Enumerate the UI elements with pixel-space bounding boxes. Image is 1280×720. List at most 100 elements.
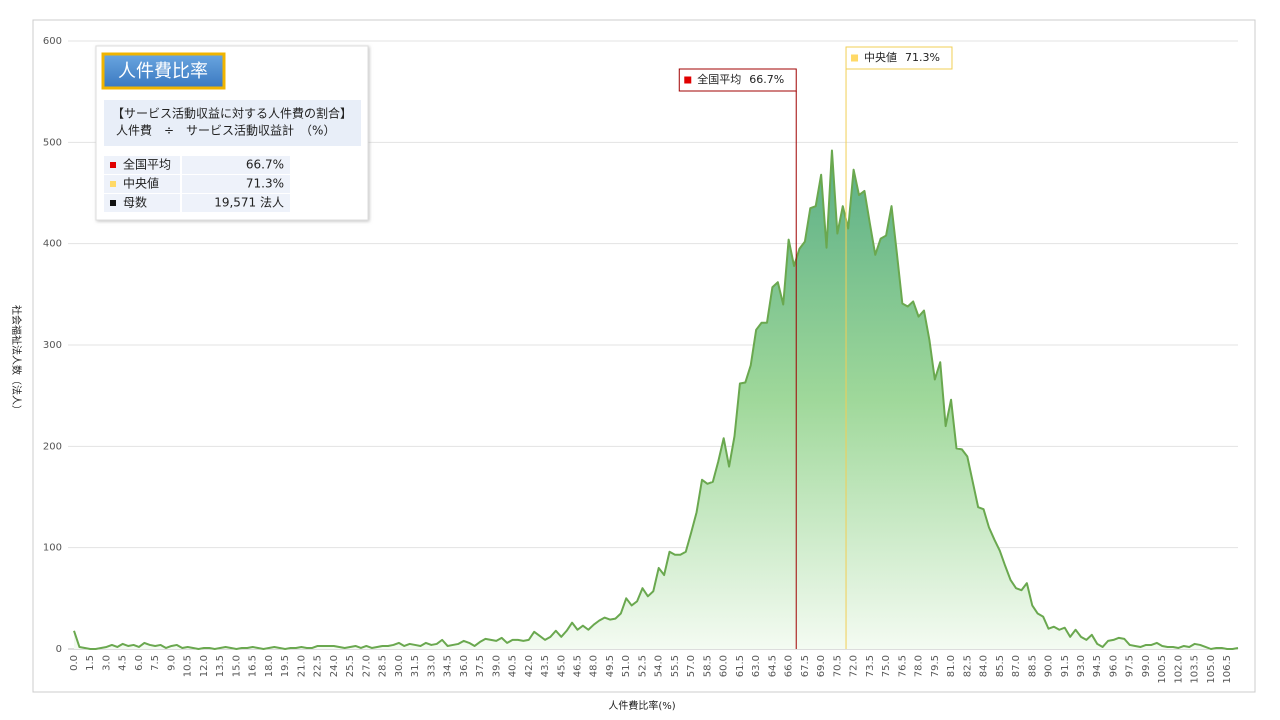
- info-swatch: [110, 181, 116, 187]
- x-tick-label: 54.0: [654, 655, 665, 677]
- info-box: 人件費比率 【サービス活動収益に対する人件費の割合】 人件費 ÷ サービス活動収…: [95, 45, 369, 221]
- x-tick-label: 22.5: [313, 655, 324, 677]
- x-tick-label: 37.5: [475, 655, 486, 677]
- x-tick-label: 24.0: [329, 655, 340, 677]
- x-tick-label: 94.5: [1092, 655, 1103, 677]
- x-tick-label: 63.0: [751, 655, 762, 677]
- x-tick-label: 40.5: [508, 655, 519, 677]
- y-tick-label: 600: [43, 36, 62, 47]
- x-tick-label: 15.0: [231, 655, 242, 677]
- x-tick-label: 43.5: [540, 655, 551, 677]
- x-tick-label: 84.0: [979, 655, 990, 677]
- reference-value: 71.3%: [905, 51, 940, 64]
- reference-label: 全国平均 66.7%: [678, 68, 797, 92]
- x-tick-label: 67.5: [800, 655, 811, 677]
- info-cell: [104, 156, 180, 174]
- info-cell: [182, 156, 290, 174]
- info-swatch: [110, 200, 116, 206]
- x-tick-label: 9.0: [166, 655, 177, 671]
- info-cell: [182, 194, 290, 212]
- x-tick-label: 79.5: [930, 655, 941, 677]
- x-tick-label: 69.0: [816, 655, 827, 677]
- x-tick-label: 34.5: [443, 655, 454, 677]
- x-tick-label: 100.5: [1157, 655, 1168, 684]
- x-tick-label: 61.5: [735, 655, 746, 677]
- x-tick-label: 4.5: [118, 655, 129, 671]
- y-tick-label: 200: [43, 441, 62, 452]
- x-tick-label: 75.0: [881, 655, 892, 677]
- x-tick-label: 7.5: [150, 655, 161, 671]
- reference-swatch: [684, 76, 692, 84]
- reference-name: 中央値: [864, 51, 897, 64]
- info-value: 71.3%: [246, 177, 284, 191]
- info-title: 人件費比率: [118, 61, 208, 82]
- y-tick-label: 0: [56, 644, 62, 655]
- x-tick-label: 85.5: [995, 655, 1006, 677]
- x-tick-label: 99.0: [1141, 655, 1152, 677]
- info-subtitle: 人件費 ÷ サービス活動収益計 （%）: [116, 123, 335, 138]
- x-tick-label: 97.5: [1125, 655, 1136, 677]
- y-tick-label: 100: [43, 543, 62, 554]
- x-tick-label: 21.0: [296, 655, 307, 677]
- x-tick-label: 12.0: [199, 655, 210, 677]
- info-subtitle-bg: [104, 100, 361, 146]
- x-tick-label: 78.0: [914, 655, 925, 677]
- x-tick-label: 49.5: [605, 655, 616, 677]
- info-label: 中央値: [123, 176, 159, 191]
- x-tick-label: 70.5: [832, 655, 843, 677]
- x-tick-label: 19.5: [280, 655, 291, 677]
- x-tick-label: 91.5: [1060, 655, 1071, 677]
- y-tick-label: 500: [43, 137, 62, 148]
- reference-label-box: [845, 46, 953, 70]
- x-tick-label: 55.5: [670, 655, 681, 677]
- x-tick-label: 3.0: [101, 655, 112, 671]
- x-tick-label: 30.0: [394, 655, 405, 677]
- x-tick-label: 0.0: [69, 655, 80, 671]
- reference-swatch: [851, 54, 859, 62]
- reference-value: 66.7%: [749, 73, 784, 86]
- x-tick-label: 52.5: [637, 655, 648, 677]
- info-subtitle: 【サービス活動収益に対する人件費の割合】: [112, 106, 352, 121]
- x-tick-label: 57.0: [686, 655, 697, 677]
- x-tick-label: 36.0: [459, 655, 470, 677]
- reference-label-box: [678, 68, 797, 92]
- x-tick-label: 46.5: [572, 655, 583, 677]
- x-tick-label: 60.0: [719, 655, 730, 677]
- info-cell: [182, 175, 290, 193]
- x-tick-label: 64.5: [767, 655, 778, 677]
- x-tick-label: 45.0: [556, 655, 567, 677]
- x-tick-label: 13.5: [215, 655, 226, 677]
- y-tick-label: 300: [43, 340, 62, 351]
- info-value: 66.7%: [246, 158, 284, 172]
- x-tick-label: 66.0: [784, 655, 795, 677]
- x-tick-label: 73.5: [865, 655, 876, 677]
- x-tick-label: 16.5: [248, 655, 259, 677]
- x-tick-label: 103.5: [1190, 655, 1201, 684]
- x-tick-label: 102.0: [1173, 655, 1184, 684]
- x-tick-label: 27.0: [361, 655, 372, 677]
- reference-name: 全国平均: [697, 72, 741, 86]
- x-tick-label: 25.5: [345, 655, 356, 677]
- x-axis-label: 人件費比率(%): [608, 699, 675, 712]
- x-tick-label: 88.5: [1027, 655, 1038, 677]
- x-tick-label: 81.0: [946, 655, 957, 677]
- x-tick-label: 48.0: [589, 655, 600, 677]
- info-cell: [104, 175, 180, 193]
- x-tick-label: 105.0: [1206, 655, 1217, 684]
- x-tick-label: 39.0: [491, 655, 502, 677]
- x-tick-label: 87.0: [1011, 655, 1022, 677]
- x-tick-label: 96.0: [1108, 655, 1119, 677]
- x-tick-label: 31.5: [410, 655, 421, 677]
- x-tick-label: 106.5: [1222, 655, 1233, 684]
- x-tick-label: 42.0: [524, 655, 535, 677]
- info-value: 19,571 法人: [214, 196, 284, 210]
- x-tick-label: 1.5: [85, 655, 96, 671]
- y-tick-label: 400: [43, 239, 62, 250]
- area: [74, 150, 1238, 649]
- info-cell: [104, 194, 180, 212]
- x-tick-label: 76.5: [897, 655, 908, 677]
- y-axis-label: 社会福祉法人数（法人）: [10, 305, 23, 415]
- plot: [73, 149, 1239, 650]
- x-tick-label: 72.0: [849, 655, 860, 677]
